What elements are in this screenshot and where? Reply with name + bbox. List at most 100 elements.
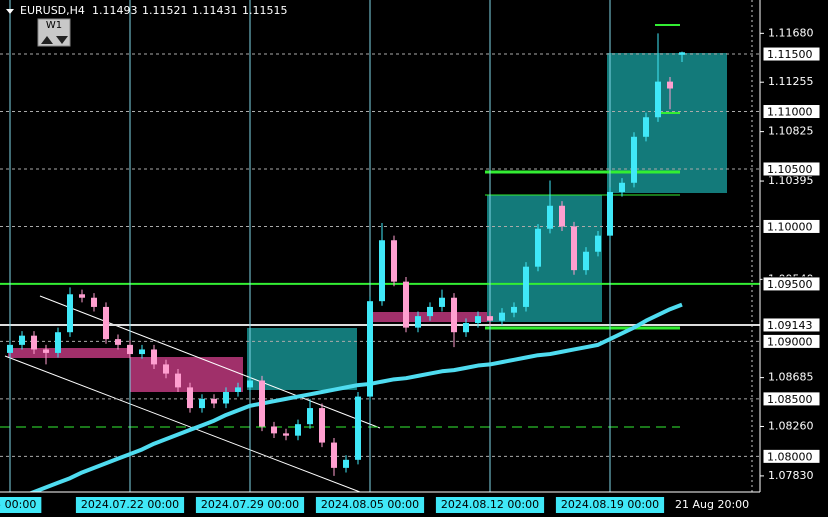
candle-body — [127, 344, 133, 355]
y-tick-label: 1.08260 — [768, 419, 814, 432]
candle-body — [67, 294, 73, 333]
candle-body — [475, 316, 481, 324]
candle-body — [211, 398, 217, 404]
candle-body — [307, 408, 313, 425]
candle-body — [91, 297, 97, 307]
candle-body — [379, 240, 385, 302]
candle-body — [607, 191, 613, 236]
candle-body — [571, 226, 577, 271]
level-label: 1.11500 — [767, 48, 813, 61]
cursor-time-label: 21 Aug 20:00 — [675, 498, 749, 511]
x-label-box — [75, 497, 185, 513]
y-tick-label: 1.08685 — [768, 371, 814, 384]
candle-body — [283, 433, 289, 436]
quote: 1.11493 1.11521 1.11431 1.11515 — [92, 4, 288, 17]
candle-body — [103, 306, 109, 340]
candle-body — [79, 294, 85, 298]
candle-body — [259, 380, 265, 427]
candle-body — [595, 235, 601, 252]
x-tick-label: 2024.07.22 00:00 — [81, 498, 179, 511]
candle-body — [235, 387, 241, 392]
candle-body — [463, 323, 469, 333]
quote-value: 1.11521 — [142, 4, 188, 17]
candle-body — [295, 424, 301, 436]
candle-body — [331, 442, 337, 468]
axes: 1.116801.112551.108251.103951.095401.086… — [0, 26, 821, 513]
candle-body — [679, 52, 685, 55]
candle-body — [163, 364, 169, 374]
zone — [8, 348, 130, 358]
x-label-box — [315, 497, 425, 513]
quote-value: 1.11431 — [192, 4, 238, 17]
channel-line — [39, 295, 381, 429]
x-tick-label: .15 00:00 — [0, 498, 36, 511]
candle-body — [271, 426, 277, 434]
candle-body — [7, 344, 13, 353]
candle-body — [511, 306, 517, 313]
menu-arrow[interactable] — [6, 9, 14, 14]
candle-body — [535, 228, 541, 267]
candle-body — [403, 281, 409, 328]
x-tick-label: 2024.08.05 00:00 — [321, 498, 419, 511]
moving-average — [28, 302, 683, 492]
candle-body — [319, 408, 325, 443]
timeframe-arrows[interactable] — [41, 36, 68, 44]
candle-body — [187, 387, 193, 409]
level-label-box — [762, 218, 821, 234]
candle-body — [367, 301, 373, 397]
level-label: 1.08500 — [767, 393, 813, 406]
level-label: 1.09000 — [767, 335, 813, 348]
x-tick-label: 2024.07.29 00:00 — [201, 498, 299, 511]
candle-body — [19, 335, 25, 345]
plot — [0, 0, 760, 492]
candle-body — [631, 136, 637, 183]
quote-value: 1.11515 — [242, 4, 288, 17]
x-label-box — [555, 497, 665, 513]
candle-body — [175, 373, 181, 388]
symbol-title: EURUSD,H4 — [20, 4, 85, 17]
candle-body — [619, 182, 625, 192]
candle-body — [655, 81, 661, 118]
level-label: 1.09143 — [767, 319, 813, 332]
level-label: 1.11000 — [767, 106, 813, 119]
quote-value: 1.11493 — [92, 4, 138, 17]
candle-body — [55, 332, 61, 353]
candle-body — [667, 81, 673, 89]
zone — [130, 357, 243, 392]
candle-body — [439, 297, 445, 307]
candle-body — [43, 349, 49, 353]
x-tick-label: 2024.08.12 00:00 — [441, 498, 539, 511]
level-label: 1.10000 — [767, 220, 813, 233]
candle-body — [583, 251, 589, 271]
x-label-box — [0, 497, 42, 513]
candle-body — [223, 391, 229, 404]
zone — [487, 195, 602, 322]
timeframe-label: W1 — [46, 20, 62, 31]
zone — [247, 328, 357, 390]
candle-body — [415, 316, 421, 328]
candle-body — [391, 240, 397, 282]
zone — [607, 53, 727, 193]
y-tick-label: 1.11255 — [768, 75, 814, 88]
candle-body — [355, 396, 361, 460]
level-label: 1.10500 — [767, 163, 813, 176]
y-tick-label: 1.07830 — [768, 469, 814, 482]
candle-body — [643, 117, 649, 137]
level-label-box — [762, 391, 821, 407]
candle-body — [559, 205, 565, 227]
level-label: 1.09500 — [767, 278, 813, 291]
candle-body — [139, 349, 145, 355]
level-label-box — [762, 276, 821, 292]
level-label-box — [762, 46, 821, 62]
zone — [370, 312, 487, 322]
channel-line — [4, 355, 361, 492]
candle-body — [151, 349, 157, 365]
candle-body — [115, 339, 121, 345]
level-label: 1.08000 — [767, 450, 813, 463]
level-label-box — [762, 104, 821, 120]
candle-body — [247, 380, 253, 388]
candle-body — [487, 316, 493, 321]
candle-body — [31, 335, 37, 350]
level-label-box — [762, 333, 821, 349]
